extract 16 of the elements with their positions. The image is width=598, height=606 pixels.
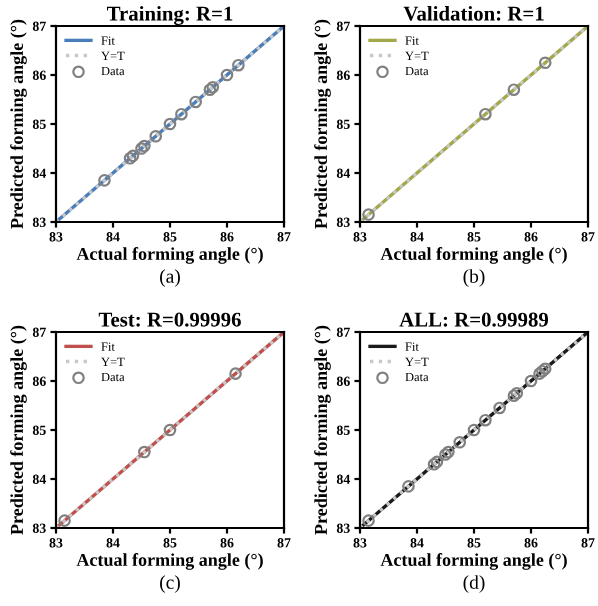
- text: (c): [160, 575, 180, 593]
- y-axis-title: Predicted forming angle (°): [314, 325, 331, 535]
- x-axis-title: Actual forming angle (°): [380, 553, 567, 570]
- y-axis-title: Predicted forming angle (°): [314, 19, 331, 229]
- text: (b): [463, 269, 485, 287]
- y-axis-title: Predicted forming angle (°): [10, 19, 27, 229]
- chart-title: Test: R=0.99996: [98, 312, 241, 327]
- text: (d): [463, 575, 485, 593]
- chart-title: ALL: R=0.99989: [399, 312, 549, 327]
- x-axis-title: Actual forming angle (°): [380, 247, 567, 264]
- x-axis-title: Actual forming angle (°): [76, 247, 263, 264]
- x-axis-title: Actual forming angle (°): [76, 553, 263, 570]
- chart-title: Training: R=1: [106, 5, 233, 26]
- text: (a): [160, 269, 180, 287]
- y-axis-title: Predicted forming angle (°): [10, 325, 27, 535]
- chart-title: Validation: R=1: [403, 5, 544, 21]
